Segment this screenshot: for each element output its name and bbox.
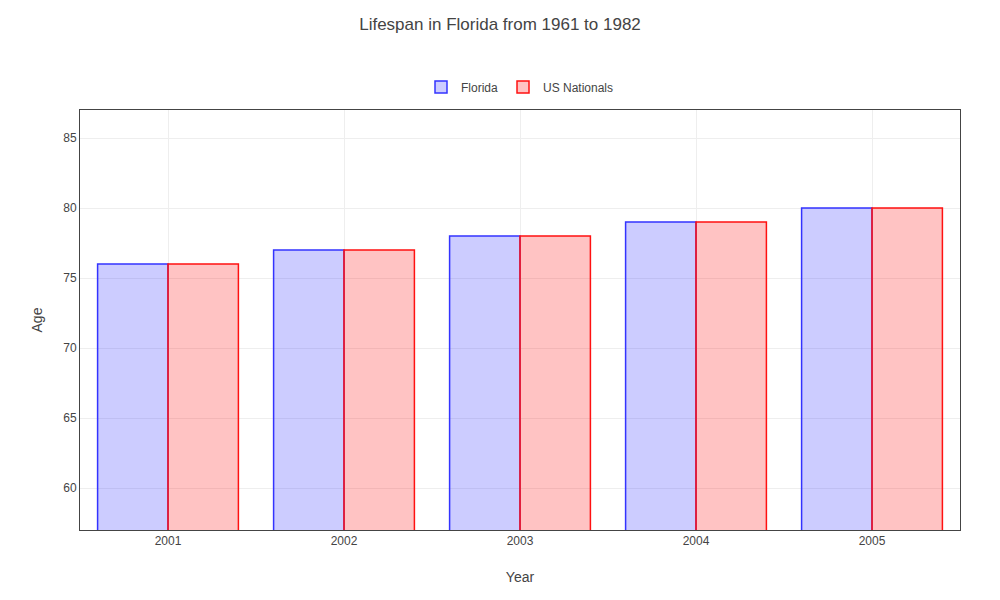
- svg-text:Age: Age: [29, 307, 45, 332]
- svg-text:80: 80: [63, 201, 77, 215]
- svg-text:US Nationals: US Nationals: [543, 81, 613, 95]
- svg-text:60: 60: [63, 481, 77, 495]
- svg-text:75: 75: [63, 271, 77, 285]
- svg-text:2004: 2004: [683, 534, 710, 548]
- svg-text:2003: 2003: [507, 534, 534, 548]
- svg-text:85: 85: [63, 131, 77, 145]
- svg-text:2005: 2005: [859, 534, 886, 548]
- svg-text:2001: 2001: [155, 534, 182, 548]
- svg-text:Year: Year: [506, 569, 535, 585]
- svg-text:Lifespan in Florida from 1961: Lifespan in Florida from 1961 to 1982: [359, 15, 641, 34]
- svg-text:65: 65: [63, 411, 77, 425]
- svg-text:70: 70: [63, 341, 77, 355]
- svg-text:Florida: Florida: [461, 81, 498, 95]
- svg-text:2002: 2002: [331, 534, 358, 548]
